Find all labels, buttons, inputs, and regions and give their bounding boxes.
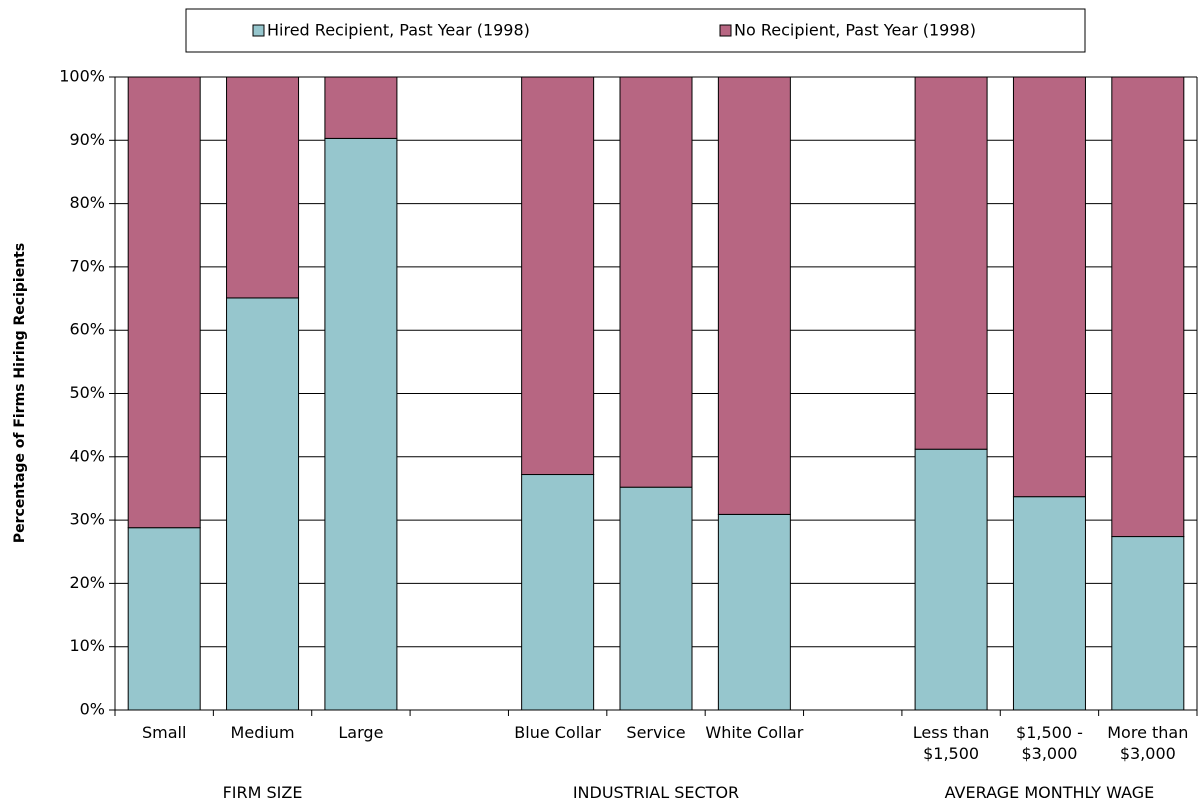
bar-segment — [914, 448, 988, 711]
bar-segment — [914, 76, 988, 450]
bar-segment — [1012, 76, 1086, 498]
legend-box — [185, 8, 1086, 53]
bar-segment — [226, 297, 300, 711]
legend-label: Hired Recipient, Past Year (1998) — [267, 21, 530, 40]
group-label: FIRM SIZE — [222, 783, 303, 802]
y-tick-label: 20% — [69, 573, 105, 592]
legend-swatch — [252, 24, 265, 37]
bar-segment — [1012, 496, 1086, 711]
x-tick-label: Service — [626, 723, 686, 742]
bar-segment — [127, 76, 201, 529]
x-tick-label: More than $3,000 — [1107, 723, 1189, 763]
bar-segment — [226, 76, 300, 299]
bar-segment — [1111, 76, 1185, 538]
bar-segment — [521, 76, 595, 476]
legend-swatch — [719, 24, 732, 37]
x-tick-label: Medium — [230, 723, 295, 742]
bar-segment — [619, 486, 693, 711]
bar-segment — [619, 76, 693, 488]
x-tick-label: $1,500 - $3,000 — [1016, 723, 1083, 763]
x-tick-label: White Collar — [705, 723, 804, 742]
group-label: AVERAGE MONTHLY WAGE — [944, 783, 1155, 802]
y-tick-label: 0% — [80, 700, 105, 719]
y-tick-label: 100% — [59, 67, 105, 86]
y-axis-title: Percentage of Firms Hiring Recipients — [12, 243, 28, 543]
x-tick-label: Blue Collar — [514, 723, 601, 742]
y-tick-label: 60% — [69, 320, 105, 339]
x-tick-label: Less than $1,500 — [912, 723, 990, 763]
bar-segment — [324, 76, 398, 139]
bar-segment — [521, 474, 595, 711]
legend-label: No Recipient, Past Year (1998) — [734, 21, 976, 40]
y-tick-label: 40% — [69, 446, 105, 465]
bar-segment — [717, 76, 791, 515]
y-tick-label: 90% — [69, 130, 105, 149]
y-tick-label: 10% — [69, 636, 105, 655]
y-tick-label: 70% — [69, 256, 105, 275]
bar-segment — [717, 513, 791, 711]
x-tick-label: Small — [141, 723, 187, 742]
bar-segment — [127, 527, 201, 711]
y-tick-label: 50% — [69, 383, 105, 402]
bar-segment — [1111, 536, 1185, 711]
bar-segment — [324, 137, 398, 711]
group-label: INDUSTRIAL SECTOR — [572, 783, 740, 802]
y-tick-label: 30% — [69, 510, 105, 529]
x-tick-label: Large — [338, 723, 384, 742]
y-tick-label: 80% — [69, 193, 105, 212]
